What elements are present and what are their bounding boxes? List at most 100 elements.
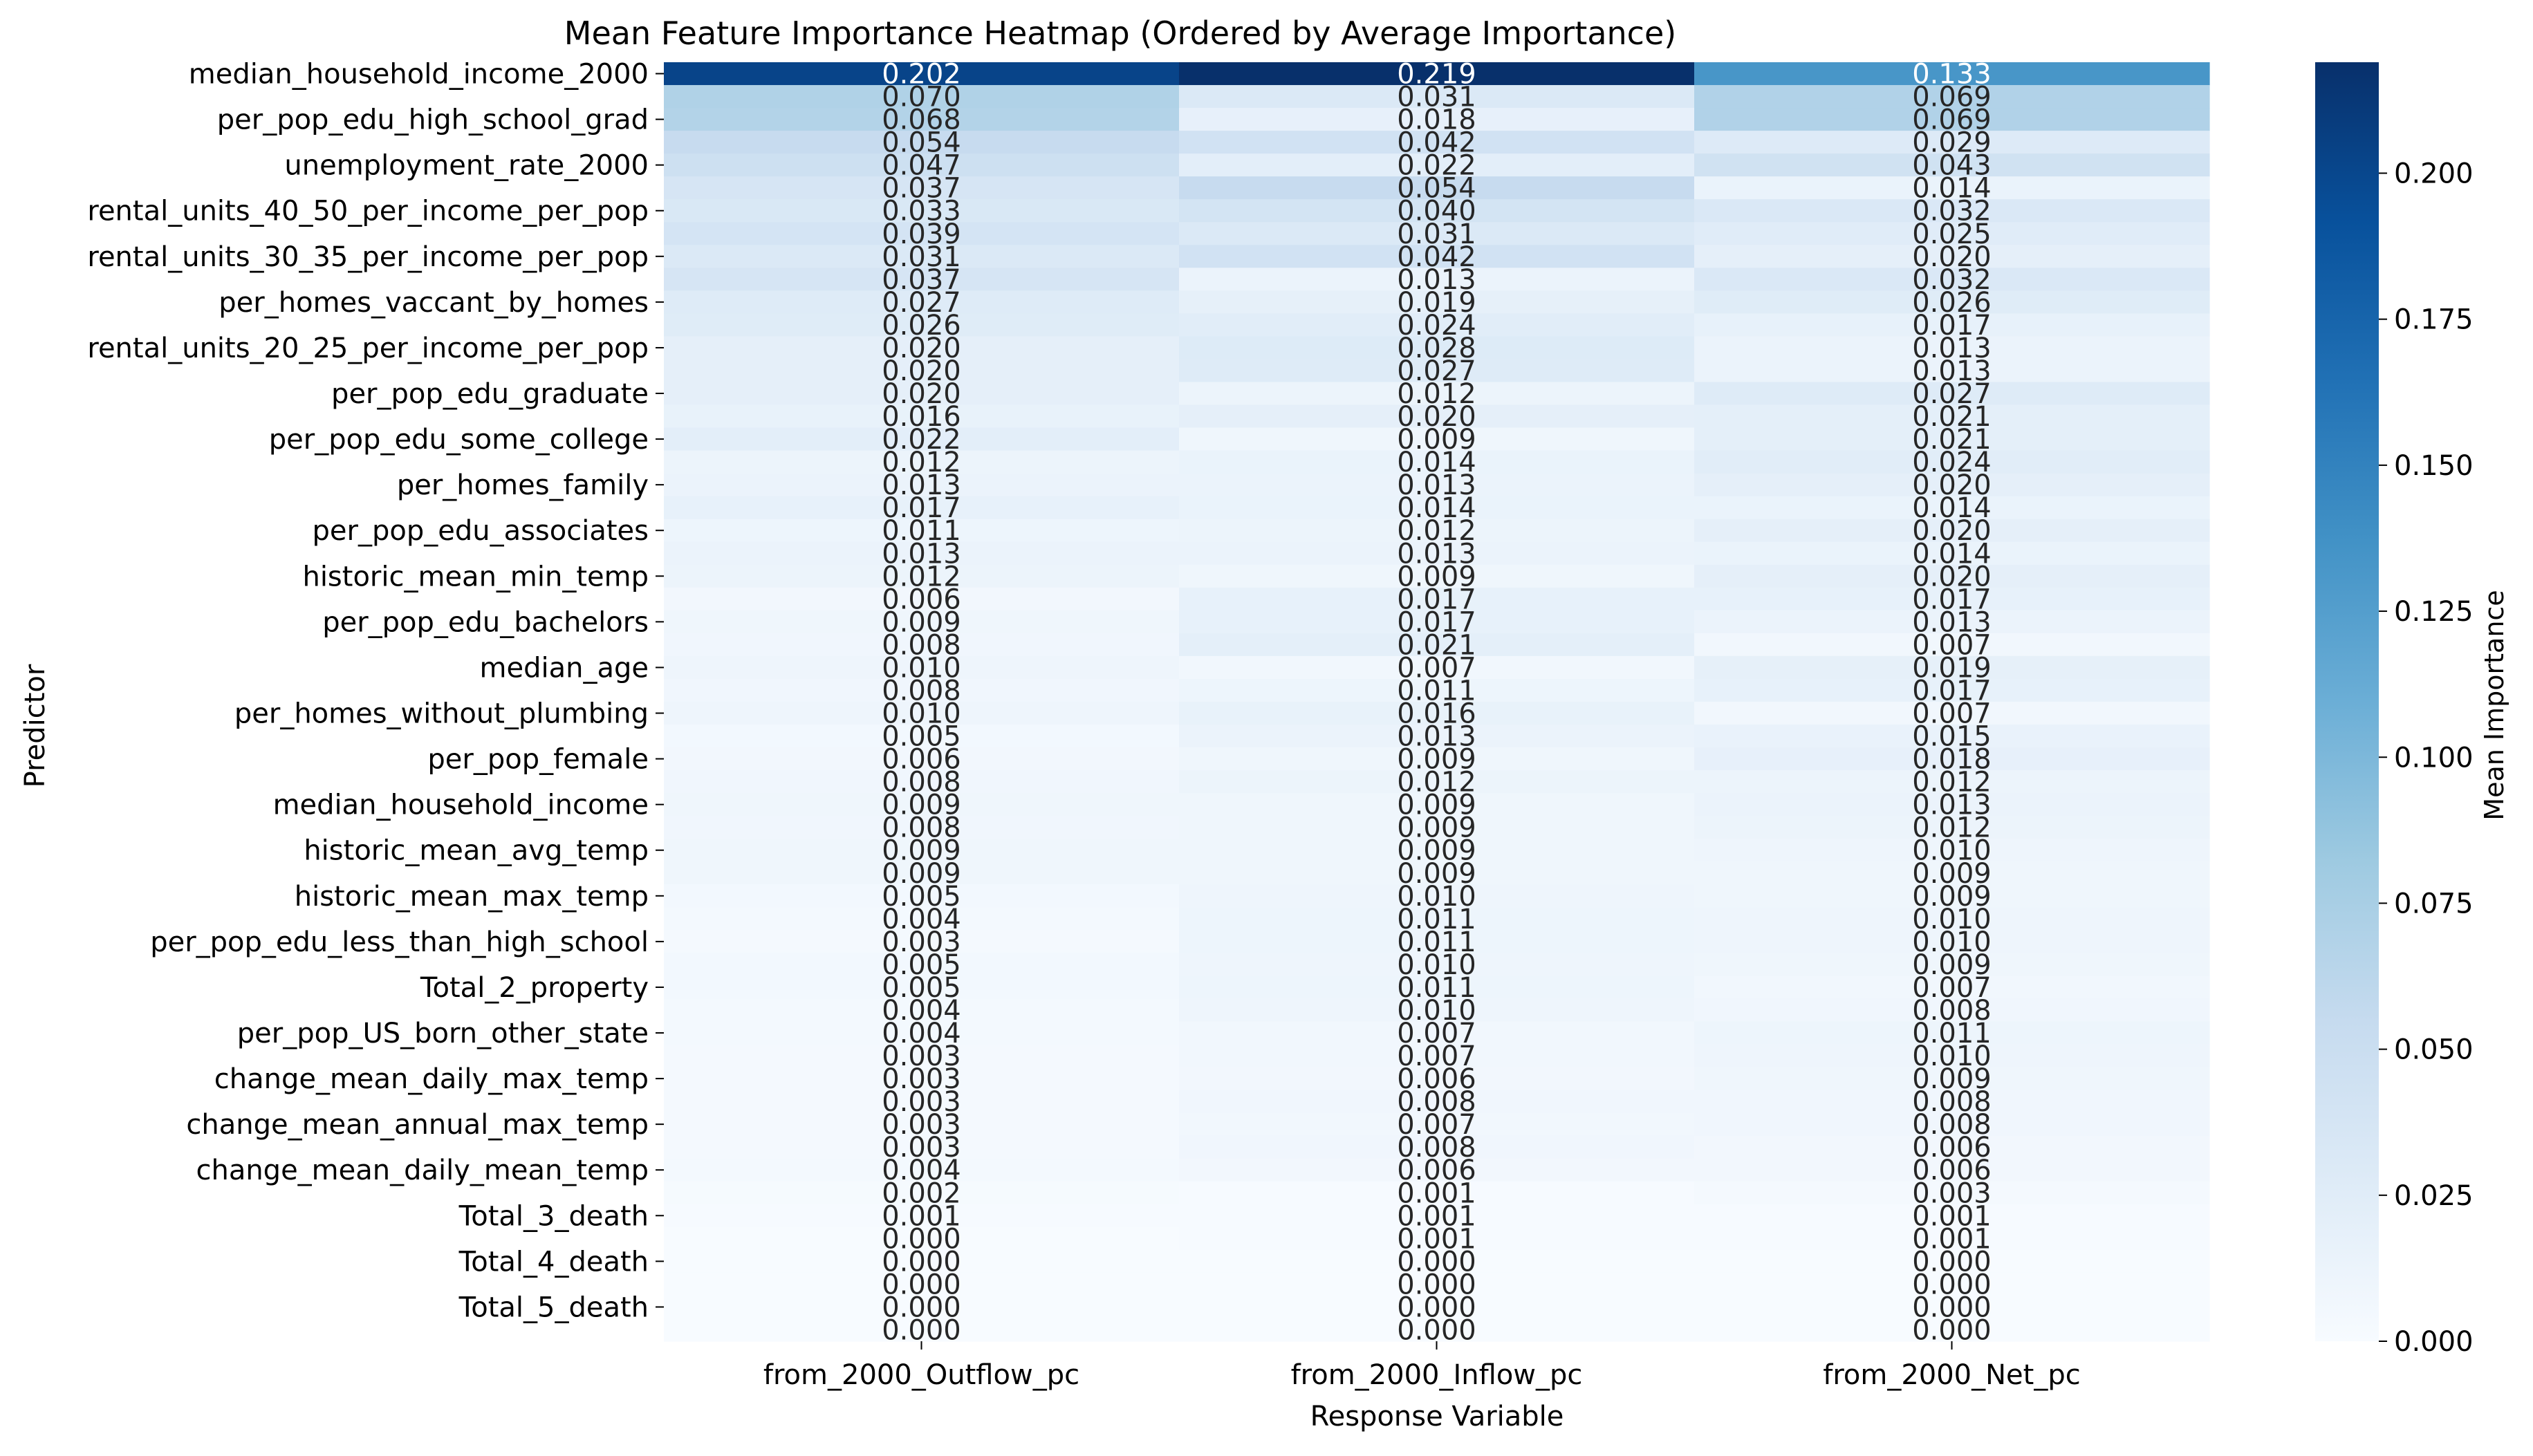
cell-value-label: 0.009 bbox=[1397, 424, 1476, 456]
heatmap-cell bbox=[1694, 1135, 2210, 1159]
heatmap-cell bbox=[1694, 998, 2210, 1023]
cell-value-label: 0.010 bbox=[1397, 995, 1476, 1027]
y-axis: median_household_income_2000 per_pop_edu_… bbox=[87, 59, 664, 1323]
cell-value-label: 0.009 bbox=[1397, 812, 1476, 844]
cell-value-label: 0.029 bbox=[1912, 127, 1992, 159]
heatmap-cell bbox=[664, 268, 1180, 291]
heatmap-cell bbox=[664, 1272, 1180, 1296]
heatmap-cell bbox=[1694, 108, 2210, 131]
cell-value-label: 0.014 bbox=[1912, 538, 1992, 570]
cell-value-label: 0.003 bbox=[1912, 1177, 1992, 1209]
cell-value-label: 0.013 bbox=[1397, 264, 1476, 296]
cell-value-label: 0.026 bbox=[1912, 287, 1992, 319]
colorbar-tick-label: 0.175 bbox=[2394, 304, 2474, 336]
heatmap-cell bbox=[1694, 725, 2210, 748]
heatmap-cell bbox=[1694, 861, 2210, 885]
heatmap-cell bbox=[1694, 473, 2210, 497]
heatmap-cell bbox=[664, 610, 1180, 634]
cell-value-label: 0.003 bbox=[882, 1132, 961, 1164]
heatmap-cell bbox=[1179, 245, 1695, 268]
heatmap-cell bbox=[1694, 496, 2210, 520]
cell-value-label: 0.005 bbox=[882, 881, 961, 913]
heatmap-cell bbox=[664, 153, 1180, 177]
cell-value-label: 0.006 bbox=[1912, 1132, 1992, 1164]
heatmap-cell bbox=[664, 1135, 1180, 1159]
heatmap-cell bbox=[1179, 976, 1695, 1000]
heatmap-cell bbox=[1694, 1021, 2210, 1045]
cell-value-label: 0.001 bbox=[1397, 1177, 1476, 1209]
heatmap-cell bbox=[664, 176, 1180, 200]
cell-value-label: 0.037 bbox=[882, 264, 961, 296]
heatmap-cell bbox=[1179, 633, 1695, 657]
cell-value-label: 0.000 bbox=[1912, 1269, 1992, 1300]
heatmap-cell bbox=[1179, 907, 1695, 931]
cell-value-label: 0.008 bbox=[1912, 1086, 1992, 1118]
heatmap-cell bbox=[1694, 153, 2210, 177]
heatmap-cell bbox=[664, 108, 1180, 131]
cell-value-label: 0.000 bbox=[1397, 1246, 1476, 1278]
heatmap-cell bbox=[1179, 268, 1695, 291]
cell-value-label: 0.001 bbox=[1397, 1200, 1476, 1232]
heatmap-cell bbox=[664, 313, 1180, 337]
heatmap-cell bbox=[1179, 62, 1695, 86]
cell-value-label: 0.010 bbox=[882, 698, 961, 730]
y-tick-label: per_homes_family bbox=[397, 469, 649, 501]
cell-value-label: 0.042 bbox=[1397, 241, 1476, 273]
heatmap-cell bbox=[1694, 564, 2210, 588]
cell-value-label: 0.039 bbox=[882, 218, 961, 250]
y-axis-label: Predictor bbox=[19, 664, 51, 787]
heatmap-cell bbox=[1179, 884, 1695, 908]
heatmap-value-labels: 0.202 0.219 0.133 0.070 0.031 0.069 0.068 0.018… bbox=[882, 59, 1992, 1347]
cell-value-label: 0.031 bbox=[882, 241, 961, 273]
heatmap-cell bbox=[1179, 1044, 1695, 1068]
heatmap-cell bbox=[1179, 404, 1695, 429]
cell-value-label: 0.024 bbox=[1397, 310, 1476, 342]
y-tick-label: per_pop_edu_graduate bbox=[331, 378, 649, 410]
cell-value-label: 0.037 bbox=[882, 173, 961, 205]
heatmap-cell bbox=[1179, 816, 1695, 839]
cell-value-label: 0.001 bbox=[1912, 1200, 1992, 1232]
heatmap-cell bbox=[1694, 1272, 2210, 1296]
heatmap-cell bbox=[1179, 1249, 1695, 1273]
heatmap-cell bbox=[1694, 131, 2210, 154]
heatmap-cell bbox=[1694, 359, 2210, 383]
cell-value-label: 0.000 bbox=[1912, 1291, 1992, 1323]
cell-value-label: 0.219 bbox=[1397, 59, 1476, 91]
heatmap-cell bbox=[1694, 1249, 2210, 1273]
cell-value-label: 0.017 bbox=[1912, 675, 1992, 707]
heatmap-cell bbox=[1694, 1044, 2210, 1068]
cell-value-label: 0.011 bbox=[1397, 904, 1476, 935]
heatmap-cell bbox=[664, 655, 1180, 680]
y-tick-label: Total_3_death bbox=[458, 1200, 649, 1232]
heatmap-cell bbox=[664, 382, 1180, 406]
cell-value-label: 0.013 bbox=[882, 469, 961, 501]
y-tick-label: per_homes_without_plumbing bbox=[234, 698, 649, 730]
colorbar-tick-label: 0.000 bbox=[2394, 1326, 2474, 1358]
cell-value-label: 0.012 bbox=[1397, 767, 1476, 799]
cell-value-label: 0.010 bbox=[882, 652, 961, 684]
cell-value-label: 0.009 bbox=[1397, 790, 1476, 821]
heatmap-cell bbox=[1694, 336, 2210, 360]
cell-value-label: 0.017 bbox=[882, 492, 961, 524]
heatmap-cell bbox=[1179, 382, 1695, 406]
cell-value-label: 0.032 bbox=[1912, 196, 1992, 227]
heatmap-cell bbox=[1694, 976, 2210, 1000]
colorbar-tick-label: 0.050 bbox=[2394, 1034, 2474, 1066]
cell-value-label: 0.043 bbox=[1912, 150, 1992, 182]
cell-value-label: 0.007 bbox=[1397, 1040, 1476, 1072]
cell-value-label: 0.008 bbox=[1912, 1109, 1992, 1141]
heatmap-cell bbox=[1179, 678, 1695, 702]
heatmap-cell bbox=[1694, 907, 2210, 931]
cell-value-label: 0.002 bbox=[882, 1177, 961, 1209]
y-tick-label: change_mean_daily_max_temp bbox=[214, 1063, 649, 1095]
heatmap-cell bbox=[664, 1021, 1180, 1045]
heatmap-cell bbox=[1179, 1090, 1695, 1114]
heatmap-cell bbox=[664, 725, 1180, 748]
heatmap-cell bbox=[664, 702, 1180, 725]
cell-value-label: 0.009 bbox=[1397, 858, 1476, 890]
cell-value-label: 0.007 bbox=[1397, 652, 1476, 684]
heatmap-cell bbox=[1694, 1112, 2210, 1137]
heatmap-cell bbox=[1179, 1204, 1695, 1228]
cell-value-label: 0.006 bbox=[882, 584, 961, 615]
